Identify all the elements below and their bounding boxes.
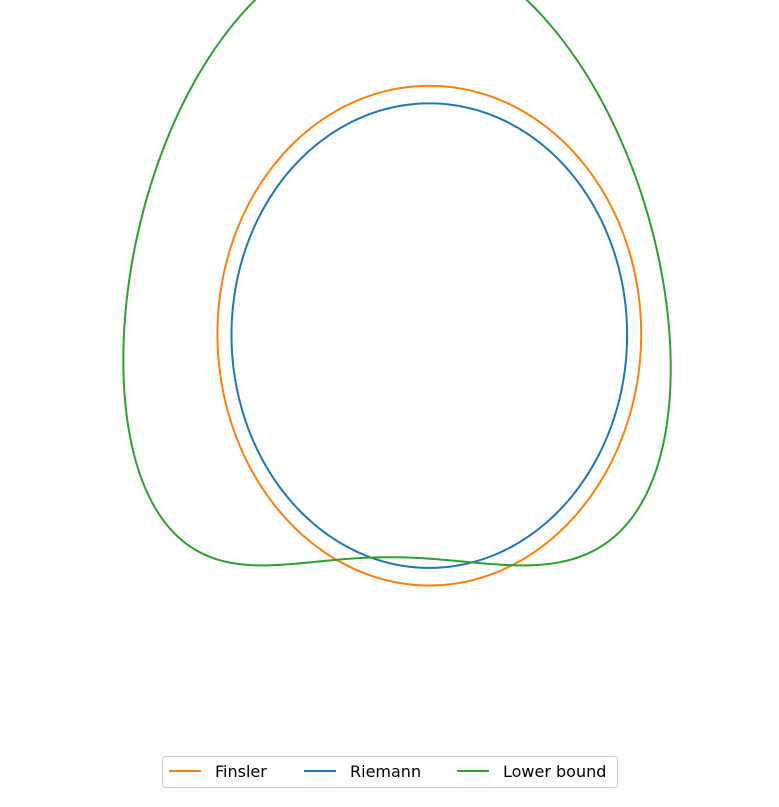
legend-label-lower-bound: Lower bound [503, 762, 606, 781]
series-line-riemann [230, 102, 629, 569]
series-line-lower-bound [122, 0, 672, 567]
series-line-finsler [216, 84, 643, 587]
legend: Finsler Riemann Lower bound [162, 756, 618, 788]
legend-label-finsler: Finsler [215, 762, 267, 781]
legend-label-riemann: Riemann [350, 762, 421, 781]
legend-frame [162, 756, 618, 788]
chart-curves [122, 0, 672, 587]
